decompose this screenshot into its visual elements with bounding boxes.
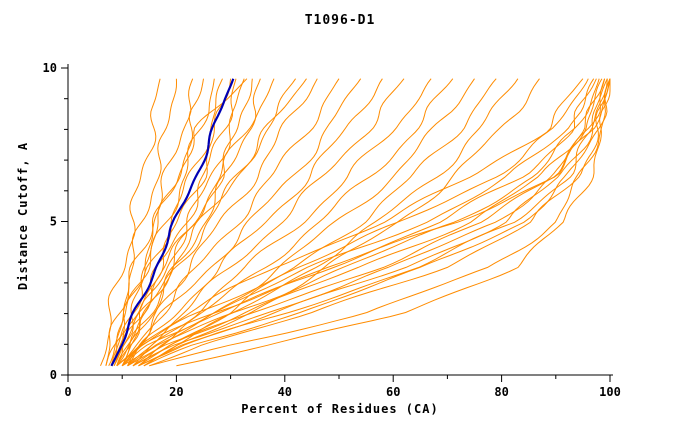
x-tick-label: 60 [386, 385, 400, 399]
model-curve [121, 78, 340, 367]
model-curve [132, 78, 606, 367]
model-curve [132, 78, 454, 367]
model-curve [127, 78, 603, 367]
x-tick-label: 20 [169, 385, 183, 399]
model-curve [116, 78, 297, 367]
model-curve [127, 78, 600, 367]
model-curve [105, 78, 194, 366]
model-curve [121, 78, 253, 367]
model-curve [121, 78, 611, 367]
model-curve [138, 78, 497, 367]
model-curves-group [100, 78, 611, 367]
y-tick-label: 10 [43, 61, 57, 75]
model-curve [143, 78, 611, 367]
model-curve [127, 78, 261, 366]
model-curve [116, 78, 232, 367]
model-curve [116, 78, 589, 367]
x-axis-label: Percent of Residues (CA) [241, 402, 439, 416]
model-curve [100, 78, 161, 366]
model-curve [127, 78, 383, 367]
model-curve [121, 78, 245, 367]
model-curve [116, 78, 318, 367]
model-curve [116, 78, 584, 367]
model-curve [149, 78, 611, 367]
x-tick-label: 40 [278, 385, 292, 399]
model-curve [176, 78, 611, 367]
model-curve [113, 78, 223, 366]
model-curve [108, 78, 248, 367]
model-curve [121, 78, 362, 367]
model-curve [132, 78, 606, 367]
x-tick-label: 100 [599, 385, 621, 399]
highlight-curve-group [110, 78, 235, 367]
x-tick-label: 80 [494, 385, 508, 399]
model-curve [149, 78, 611, 367]
model-curve [105, 78, 178, 366]
model-curve [138, 78, 608, 367]
chart-title: T1096-D1 [304, 13, 376, 28]
model-curve [127, 78, 405, 367]
highlight-curve [110, 78, 235, 367]
y-tick-label: 0 [50, 368, 57, 382]
model-curve [143, 78, 519, 367]
model-curve [113, 78, 307, 367]
y-axis-label: Distance Cutoff, A [16, 141, 30, 290]
y-tick-label: 5 [50, 215, 57, 229]
model-curve [110, 78, 204, 367]
model-curve [121, 78, 595, 367]
x-tick-label: 0 [64, 385, 71, 399]
model-curve [138, 78, 608, 367]
model-curve [121, 78, 597, 367]
